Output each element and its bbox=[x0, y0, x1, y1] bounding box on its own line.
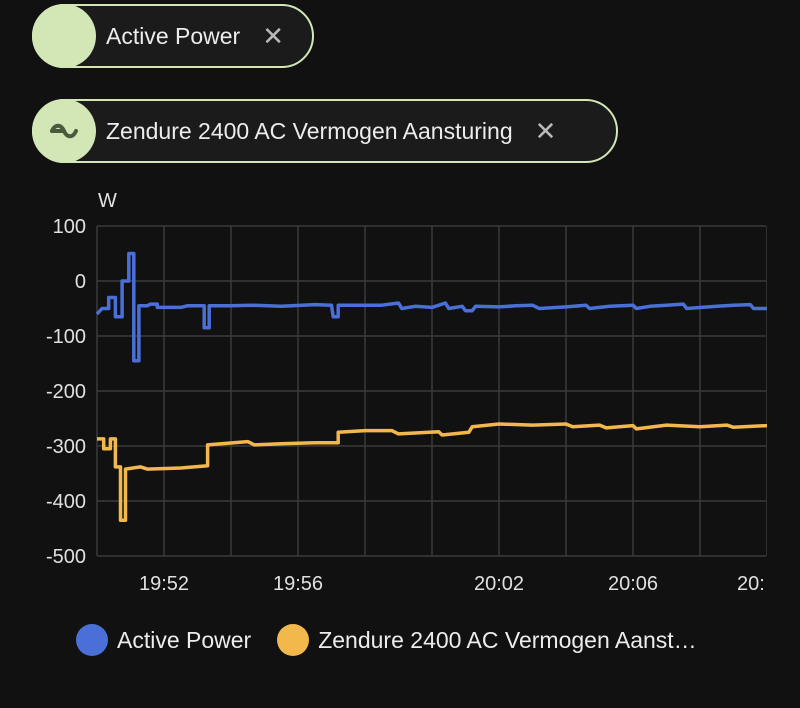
svg-text:-300: -300 bbox=[46, 436, 86, 458]
svg-text:-100: -100 bbox=[46, 326, 86, 348]
x-axis-ticks: 19:52 19:56 20:02 20:06 20: bbox=[139, 573, 765, 595]
svg-text:-400: -400 bbox=[46, 491, 86, 513]
close-icon[interactable]: ✕ bbox=[534, 116, 557, 146]
svg-text:-200: -200 bbox=[46, 381, 86, 403]
chart-grid bbox=[96, 225, 768, 557]
legend-label: Zendure 2400 AC Vermogen Aanst… bbox=[318, 626, 697, 653]
entity-chip-zendure[interactable]: Zendure 2400 AC Vermogen Aansturing ✕ bbox=[32, 99, 618, 163]
legend-item-active-power[interactable]: Active Power bbox=[76, 624, 251, 656]
line-chart: W 100 0 -100 -200 -300 -400 -500 19:52 19:56 20:… bbox=[45, 190, 800, 595]
svg-text:20:: 20: bbox=[737, 573, 765, 595]
legend-label: Active Power bbox=[117, 626, 252, 653]
legend-item-zendure[interactable]: Zendure 2400 AC Vermogen Aanst… bbox=[277, 624, 697, 656]
close-icon[interactable]: ✕ bbox=[262, 21, 285, 51]
chart-legend: Active Power Zendure 2400 AC Vermogen Aa… bbox=[76, 624, 723, 656]
svg-text:0: 0 bbox=[75, 271, 86, 293]
entity-avatar-icon bbox=[32, 4, 96, 68]
svg-text:20:02: 20:02 bbox=[474, 573, 524, 595]
svg-text:100: 100 bbox=[53, 216, 86, 238]
svg-text:19:56: 19:56 bbox=[273, 573, 323, 595]
svg-text:-500: -500 bbox=[46, 546, 86, 568]
chip-label: Active Power bbox=[106, 22, 241, 49]
svg-text:19:52: 19:52 bbox=[139, 573, 189, 595]
sine-wave-icon bbox=[32, 99, 96, 163]
legend-dot-icon bbox=[277, 624, 310, 656]
svg-text:20:06: 20:06 bbox=[608, 573, 658, 595]
y-axis-unit: W bbox=[98, 190, 117, 212]
y-axis-ticks: 100 0 -100 -200 -300 -400 -500 bbox=[46, 216, 86, 568]
chip-label: Zendure 2400 AC Vermogen Aansturing bbox=[106, 117, 513, 144]
chart-series bbox=[95, 221, 800, 561]
legend-dot-icon bbox=[76, 624, 108, 656]
entity-chip-active-power[interactable]: Active Power ✕ bbox=[32, 4, 314, 68]
